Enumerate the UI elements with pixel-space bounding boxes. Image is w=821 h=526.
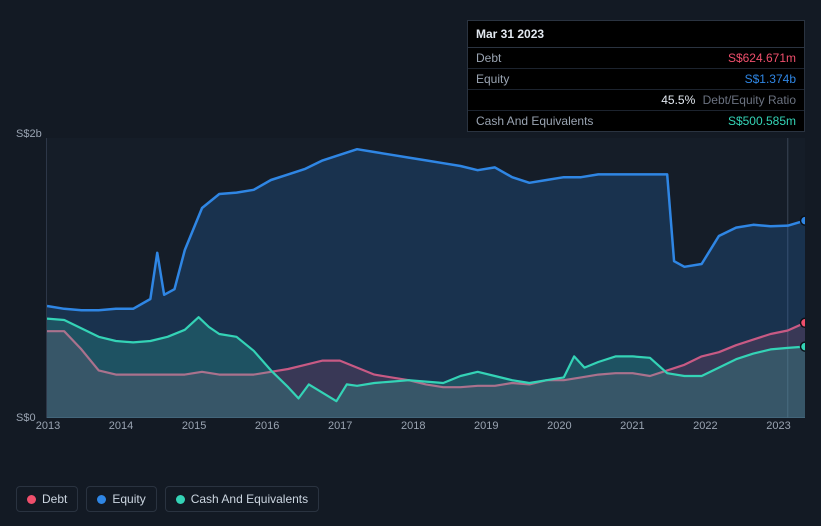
tooltip-suffix: Debt/Equity Ratio — [703, 93, 796, 107]
x-axis-tick: 2023 — [766, 420, 790, 438]
legend-item-debt[interactable]: Debt — [16, 486, 78, 512]
plot-region[interactable] — [46, 138, 805, 418]
tooltip-value: S$1.374b — [745, 72, 796, 86]
chart-svg — [47, 138, 805, 418]
x-axis-tick: 2022 — [693, 420, 717, 438]
chart-area: S$2b S$0 2013201420152016201720182019202… — [16, 138, 805, 438]
x-axis-tick: 2019 — [474, 420, 498, 438]
tooltip-value: 45.5% — [661, 93, 695, 107]
x-axis-tick: 2021 — [620, 420, 644, 438]
x-axis-tick: 2020 — [547, 420, 571, 438]
tooltip-label: Cash And Equivalents — [476, 114, 593, 128]
x-axis-tick: 2015 — [182, 420, 206, 438]
tooltip-label: Equity — [476, 72, 509, 86]
hover-tooltip: Mar 31 2023 Debt S$624.671m Equity S$1.3… — [467, 20, 805, 132]
tooltip-label: Debt — [476, 51, 501, 65]
tooltip-row-ratio: 45.5% Debt/Equity Ratio — [468, 90, 804, 111]
x-axis-tick: 2013 — [36, 420, 60, 438]
tooltip-date: Mar 31 2023 — [468, 21, 804, 48]
tooltip-row-cash: Cash And Equivalents S$500.585m — [468, 111, 804, 131]
legend-dot — [176, 495, 185, 504]
legend-label: Equity — [112, 492, 145, 506]
legend: Debt Equity Cash And Equivalents — [16, 486, 319, 512]
tooltip-row-equity: Equity S$1.374b — [468, 69, 804, 90]
legend-label: Cash And Equivalents — [191, 492, 308, 506]
tooltip-row-debt: Debt S$624.671m — [468, 48, 804, 69]
legend-dot — [27, 495, 36, 504]
legend-label: Debt — [42, 492, 67, 506]
x-axis-tick: 2018 — [401, 420, 425, 438]
x-axis-tick: 2016 — [255, 420, 279, 438]
legend-item-cash[interactable]: Cash And Equivalents — [165, 486, 319, 512]
x-axis-tick: 2014 — [109, 420, 133, 438]
chart-container: Mar 31 2023 Debt S$624.671m Equity S$1.3… — [0, 0, 821, 526]
y-axis-label-bottom: S$0 — [16, 412, 36, 424]
x-axis-tick: 2017 — [328, 420, 352, 438]
x-axis: 2013201420152016201720182019202020212022… — [46, 420, 805, 438]
y-axis-label-top: S$2b — [16, 128, 42, 140]
tooltip-value: S$500.585m — [728, 114, 796, 128]
legend-item-equity[interactable]: Equity — [86, 486, 156, 512]
tooltip-value: S$624.671m — [728, 51, 796, 65]
legend-dot — [97, 495, 106, 504]
